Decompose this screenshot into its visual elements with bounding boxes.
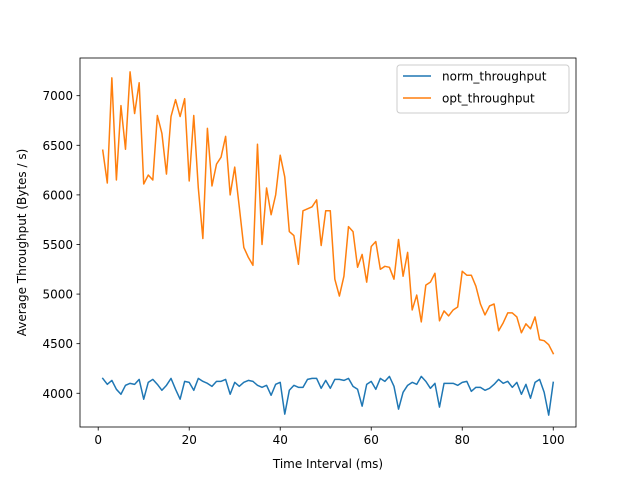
y-tick-label: 4000 bbox=[42, 387, 73, 401]
x-axis-label: Time Interval (ms) bbox=[272, 457, 383, 471]
y-tick-label: 5000 bbox=[42, 288, 73, 302]
x-tick-label: 100 bbox=[542, 433, 565, 447]
x-tick-label: 60 bbox=[364, 433, 379, 447]
y-axis: 4000 4500 5000 5500 6000 6500 7000 bbox=[42, 89, 80, 401]
legend: norm_throughput opt_throughput bbox=[396, 64, 570, 114]
x-axis: 0 20 40 60 80 100 bbox=[94, 427, 565, 447]
x-tick-label: 20 bbox=[182, 433, 197, 447]
y-tick-label: 7000 bbox=[42, 89, 73, 103]
y-tick-label: 6000 bbox=[42, 188, 73, 202]
legend-label-norm_throughput: norm_throughput bbox=[442, 70, 547, 84]
y-tick-label: 5500 bbox=[42, 238, 73, 252]
x-tick-label: 80 bbox=[455, 433, 470, 447]
y-tick-label: 4500 bbox=[42, 337, 73, 351]
legend-box bbox=[396, 64, 570, 114]
series-line-norm_throughput bbox=[101, 375, 555, 416]
plot-area bbox=[101, 71, 555, 416]
x-tick-label: 0 bbox=[94, 433, 102, 447]
x-tick-label: 40 bbox=[273, 433, 288, 447]
series-line-opt_throughput bbox=[101, 71, 555, 355]
y-tick-label: 6500 bbox=[42, 139, 73, 153]
axes-frame bbox=[79, 57, 577, 428]
legend-label-opt_throughput: opt_throughput bbox=[442, 92, 535, 106]
y-axis-label: Average Throughput (Bytes / s) bbox=[15, 149, 29, 337]
